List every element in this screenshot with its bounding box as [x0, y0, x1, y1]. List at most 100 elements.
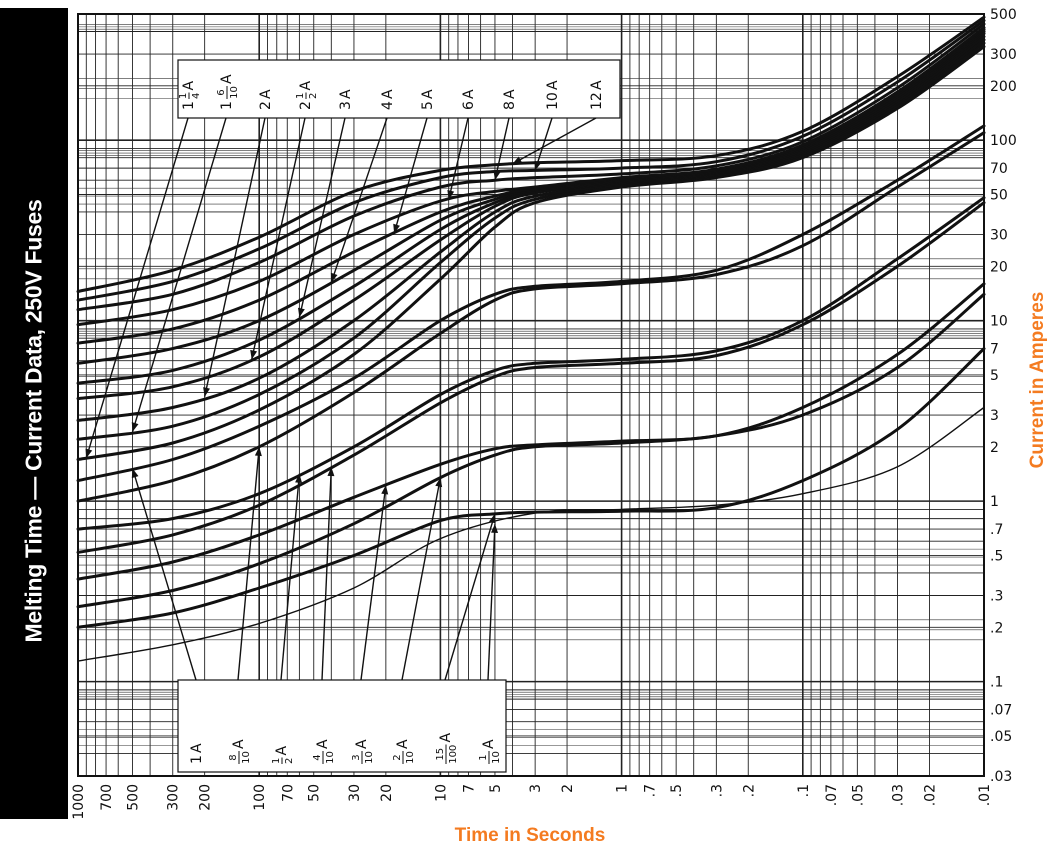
bottom-leader-7-arrowhead	[489, 513, 496, 524]
top-leader-2-arrowhead	[534, 160, 542, 171]
bottom-label-unit: A	[438, 733, 454, 743]
x-tick-label: 200	[198, 784, 214, 811]
bottom-leader-4-arrowhead	[327, 467, 335, 477]
top-leader-3	[494, 117, 510, 181]
x-tick-label: 7	[461, 784, 477, 793]
top-leader-4	[448, 117, 469, 200]
top-leader-2	[534, 117, 553, 171]
bottom-label-unit: A	[481, 739, 497, 749]
bottom-label-numerator: 2	[392, 754, 403, 760]
top-leader-4-arrowhead	[447, 190, 455, 200]
bottom-label-8: 1 10 A	[478, 739, 502, 764]
top-label-9: 2A	[258, 89, 274, 110]
bottom-label-denominator: 10	[325, 751, 336, 764]
top-label-unit: A	[298, 81, 314, 91]
y-tick-label: .2	[990, 620, 1003, 636]
bottom-label-6: 2 10 A	[392, 739, 416, 764]
y-tick-label: .07	[990, 703, 1012, 719]
x-tick-label: .1	[796, 784, 812, 797]
top-label-whole: 2	[298, 101, 314, 110]
top-leader-8-arrowhead	[250, 349, 258, 360]
bottom-leader-6	[401, 477, 442, 681]
y-tick-label: 2	[990, 440, 999, 456]
x-ticks: 1000 700 500 300 200 100 70 50 30 20 10 7 5 3 2 1 .7 .5 .3…	[71, 784, 993, 820]
top-label-11: 11 4A	[178, 81, 202, 111]
top-label-4: 6A	[461, 89, 477, 110]
bottom-leader-3-arrowhead	[295, 473, 303, 484]
top-label-whole: 1	[181, 101, 197, 110]
bottom-label-unit: A	[231, 739, 247, 749]
bottom-label-1: 1A	[189, 743, 205, 764]
top-label-whole: 5	[420, 101, 436, 110]
bottom-label-numerator: 3	[351, 754, 362, 760]
top-label-5: 5A	[420, 89, 436, 110]
bottom-label-unit: A	[354, 739, 370, 749]
y-tick-label: 70	[990, 161, 1008, 177]
y-tick-label: 3	[990, 408, 999, 424]
top-label-7: 3A	[338, 89, 354, 110]
bottom-label-denominator: 100	[448, 745, 459, 764]
bottom-leader-5	[360, 485, 387, 681]
top-label-3: 8A	[502, 89, 518, 110]
series-curve-4	[76, 282, 986, 581]
top-label-whole: 10	[545, 92, 561, 110]
bottom-label-unit: A	[274, 746, 290, 756]
top-label-whole: 2	[258, 101, 274, 110]
x-tick-label: .03	[891, 784, 907, 806]
top-leader-7	[298, 117, 346, 318]
y-tick-label: .03	[990, 769, 1012, 785]
top-label-unit: A	[420, 89, 436, 99]
series-curve-5	[76, 201, 986, 554]
y-tick-label: .05	[990, 729, 1012, 745]
top-label-2: 10 A	[545, 80, 561, 110]
x-tick-label: 20	[379, 784, 395, 802]
x-tick-label: 70	[280, 784, 296, 802]
bottom-label-denominator: 10	[405, 751, 416, 764]
top-label-whole: 12	[589, 92, 605, 110]
series-curve-8	[76, 124, 986, 483]
x-tick-label: 1000	[71, 784, 87, 820]
top-label-denominator: 10	[229, 86, 240, 99]
bottom-label-numerator: 15	[435, 748, 446, 761]
x-tick-label: 2	[560, 784, 576, 793]
bottom-label-7: 15 100 A	[435, 733, 459, 764]
bottom-leader-2-arrowhead	[254, 446, 262, 457]
bottom-label-box	[177, 679, 507, 773]
top-leader-1-arrowhead	[512, 156, 523, 164]
y-tick-label: 10	[990, 314, 1008, 330]
bottom-leader-8-arrowhead	[491, 523, 499, 533]
bottom-leader-6-arrowhead	[435, 477, 443, 488]
y-tick-label: .5	[990, 548, 1003, 564]
y-tick-label: 20	[990, 259, 1008, 275]
series-curve-2	[76, 347, 986, 629]
x-tick-label: 50	[307, 784, 323, 802]
top-label-box	[177, 59, 621, 119]
top-leader-6-arrowhead	[330, 272, 338, 283]
top-label-whole: 8	[502, 101, 518, 110]
top-leader-1	[512, 117, 597, 165]
x-tick-label: 10	[433, 784, 449, 802]
top-label-unit: A	[338, 89, 354, 99]
top-label-denominator: 2	[308, 93, 319, 99]
series-curve-7	[76, 131, 986, 503]
x-tick-label: 300	[166, 784, 182, 811]
top-leader-6	[330, 117, 388, 283]
x-tick-label: .01	[977, 784, 993, 806]
leaders	[85, 117, 597, 681]
top-leader-11	[85, 117, 189, 459]
bottom-label-4: 4 10 A	[312, 739, 336, 764]
y-tick-label: 5	[990, 368, 999, 384]
bottom-label-unit: A	[315, 739, 331, 749]
bottom-label-denominator: 10	[241, 751, 252, 764]
series-curve-10	[76, 41, 986, 441]
top-leader-10	[131, 117, 227, 432]
bottom-leader-5-arrowhead	[381, 485, 389, 495]
series-curve-19	[76, 15, 986, 293]
x-axis-title: Time in Seconds	[454, 825, 606, 846]
y-tick-label: 300	[990, 47, 1017, 63]
top-leader-8	[251, 117, 306, 360]
series-curve-17	[76, 22, 986, 312]
